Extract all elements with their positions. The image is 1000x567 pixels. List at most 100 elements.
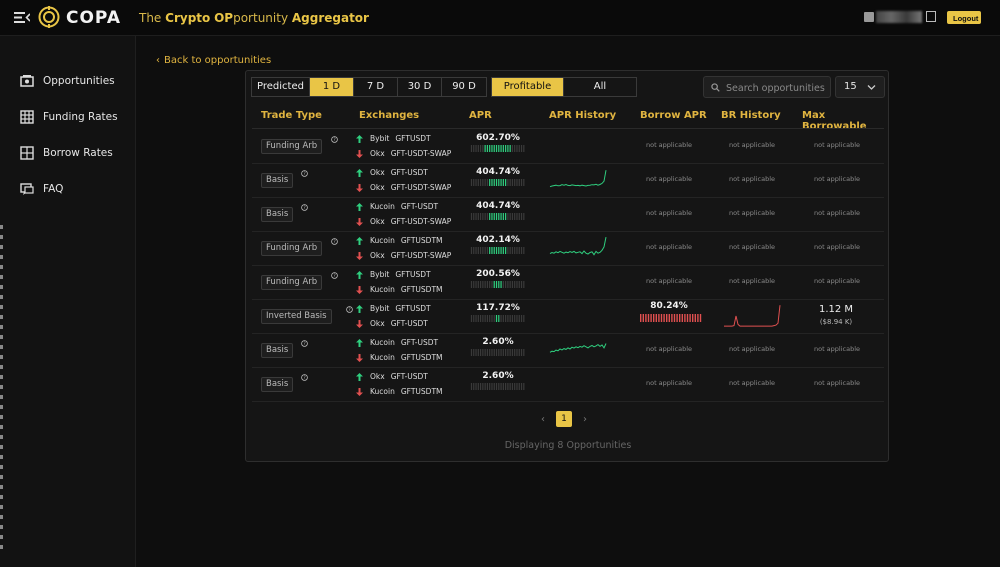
apr-level-bar bbox=[470, 315, 525, 322]
exchange-name: Okx bbox=[370, 251, 385, 260]
sidebar-item-faq[interactable]: FAQ bbox=[20, 180, 63, 198]
page-size-select[interactable]: 15 bbox=[835, 76, 885, 98]
exchange-long: Kucoin GFT-USDT bbox=[356, 201, 438, 212]
prev-page-button[interactable]: ‹ bbox=[541, 413, 545, 425]
exchange-name: Bybit bbox=[370, 270, 390, 279]
table-row[interactable]: Basis? Okx GFT-USDT Okx GFT-USDT-SWAP 404.74%… bbox=[252, 163, 884, 198]
exchange-short: Okx GFT-USDT-SWAP bbox=[356, 250, 451, 261]
borrow-apr-na: not applicable bbox=[645, 345, 693, 353]
menu-icon[interactable] bbox=[14, 11, 30, 24]
apr-level-bar bbox=[470, 247, 525, 254]
exchange-symbol: GFTUSDTM bbox=[400, 353, 443, 362]
exchange-symbol: GFT-USDT-SWAP bbox=[390, 149, 452, 158]
borrow-apr-na: not applicable bbox=[645, 379, 693, 387]
trade-type-badge: Basis bbox=[261, 207, 294, 222]
exchange-symbol: GFT-USDT bbox=[390, 372, 428, 381]
page-button-1[interactable]: 1 bbox=[556, 411, 572, 427]
arrow-up-icon bbox=[356, 134, 363, 143]
info-icon[interactable]: ? bbox=[300, 374, 308, 381]
exchange-symbol: GFTUSDTM bbox=[400, 236, 443, 245]
exchange-symbol: GFT-USDT bbox=[400, 202, 439, 211]
arrow-down-icon bbox=[356, 251, 363, 260]
borrow-apr-value: 80.24% bbox=[650, 301, 688, 311]
table-row[interactable]: Funding Arb? Bybit GFTUSDT Okx GFT-USDT-SWAP… bbox=[252, 129, 884, 164]
sidebar-item-borrow-rates[interactable]: Borrow Rates bbox=[20, 144, 113, 162]
col-header-apr[interactable]: APR bbox=[469, 110, 492, 121]
col-header-max-borrowable[interactable]: Max Borrowable bbox=[802, 110, 867, 132]
trade-type-badge: Basis bbox=[261, 377, 294, 392]
table-row[interactable]: Funding Arb? Bybit GFTUSDT Kucoin GFTUSDTM 20… bbox=[252, 265, 884, 300]
header-divider bbox=[252, 128, 884, 129]
arrow-down-icon bbox=[356, 217, 363, 226]
arrow-up-icon bbox=[356, 202, 363, 211]
redacted-username bbox=[876, 11, 922, 23]
info-icon[interactable]: ? bbox=[331, 272, 338, 279]
apr-level-bar bbox=[470, 281, 525, 288]
exchange-name: Okx bbox=[370, 149, 385, 158]
search-input[interactable] bbox=[724, 79, 830, 97]
table-row[interactable]: Basis? Kucoin GFT-USDT Kucoin GFTUSDTM 2.60% n… bbox=[252, 333, 884, 368]
sidebar-item-label: FAQ bbox=[43, 183, 64, 195]
svg-text:?: ? bbox=[303, 171, 306, 177]
apr-level-bar bbox=[470, 383, 525, 390]
col-header-trade-type[interactable]: Trade Type bbox=[261, 110, 322, 121]
arrow-down-icon bbox=[356, 387, 363, 396]
trade-type-badge: Funding Arb bbox=[261, 241, 323, 256]
apr-history-sparkline bbox=[549, 170, 607, 188]
logout-button[interactable]: Logout bbox=[947, 11, 981, 24]
back-to-opportunities-link[interactable]: ‹ Back to opportunities bbox=[156, 55, 271, 66]
exchange-name: Okx bbox=[370, 168, 385, 177]
table-row[interactable]: Inverted Basis? Bybit GFTUSDT Okx GFT-USDT 11… bbox=[252, 299, 884, 334]
exchange-symbol: GFTUSDT bbox=[395, 270, 431, 279]
apr-level-bar bbox=[470, 179, 525, 186]
info-icon[interactable]: ? bbox=[331, 136, 338, 143]
table-row[interactable]: Basis? Kucoin GFT-USDT Okx GFT-USDT-SWAP 404.… bbox=[252, 197, 884, 232]
col-header-borrow-apr[interactable]: Borrow APR bbox=[640, 110, 707, 121]
arrow-down-icon bbox=[356, 319, 363, 328]
tagline-part: portunity bbox=[233, 11, 292, 25]
tab-30d[interactable]: 30 D bbox=[398, 78, 442, 96]
wallet-icon[interactable] bbox=[926, 11, 936, 22]
max-borrowable-na: not applicable bbox=[813, 379, 861, 387]
max-borrowable-na: not applicable bbox=[813, 209, 861, 217]
col-header-apr-history: APR History bbox=[549, 110, 617, 121]
opportunities-panel: Predicted 1 D 7 D 30 D 90 D Profitable A… bbox=[245, 70, 889, 462]
sidebar-item-funding-rates[interactable]: Funding Rates bbox=[20, 108, 118, 126]
tab-predicted[interactable]: Predicted bbox=[252, 78, 310, 96]
tab-profitable[interactable]: Profitable bbox=[492, 78, 564, 96]
table-row[interactable]: Basis? Okx GFT-USDT Kucoin GFTUSDTM 2.60% not … bbox=[252, 367, 884, 402]
arrow-up-icon bbox=[356, 372, 363, 381]
chevron-down-icon bbox=[867, 85, 876, 90]
next-page-button[interactable]: › bbox=[583, 413, 587, 425]
exchange-name: Okx bbox=[370, 372, 385, 381]
info-icon[interactable]: ? bbox=[346, 306, 354, 313]
tab-90d[interactable]: 90 D bbox=[452, 81, 476, 92]
table-row[interactable]: Funding Arb? Kucoin GFTUSDTM Okx GFT-USDT-SW… bbox=[252, 231, 884, 266]
search-box bbox=[703, 76, 831, 98]
info-icon[interactable]: ? bbox=[300, 204, 308, 211]
apr-value: 404.74% bbox=[476, 201, 520, 211]
info-icon[interactable]: ? bbox=[300, 170, 308, 177]
tab-all[interactable]: All bbox=[593, 81, 607, 92]
br-history-na: not applicable bbox=[728, 141, 776, 149]
sidebar-item-opportunities[interactable]: Opportunities bbox=[20, 72, 115, 90]
trade-type-badge: Funding Arb bbox=[261, 139, 323, 154]
borrow-apr-na: not applicable bbox=[645, 209, 693, 217]
exchange-name: Kucoin bbox=[370, 338, 395, 347]
borrow-apr-na: not applicable bbox=[645, 277, 693, 285]
user-icon bbox=[864, 12, 874, 22]
borrow-apr-level-bar bbox=[640, 314, 702, 322]
info-icon[interactable]: ? bbox=[300, 340, 308, 347]
max-borrowable-na: not applicable bbox=[813, 345, 861, 353]
tagline-part: OP bbox=[214, 11, 234, 25]
apr-value: 402.14% bbox=[476, 235, 520, 245]
info-icon[interactable]: ? bbox=[331, 238, 338, 245]
tab-7d[interactable]: 7 D bbox=[354, 78, 398, 96]
exchange-name: Kucoin bbox=[370, 236, 395, 245]
exchange-name: Okx bbox=[370, 319, 385, 328]
svg-text:?: ? bbox=[303, 341, 306, 347]
user-info bbox=[864, 11, 938, 24]
tab-1d[interactable]: 1 D bbox=[310, 78, 354, 96]
col-header-exchanges[interactable]: Exchanges bbox=[359, 110, 420, 121]
borrow-apr-na: not applicable bbox=[645, 243, 693, 251]
